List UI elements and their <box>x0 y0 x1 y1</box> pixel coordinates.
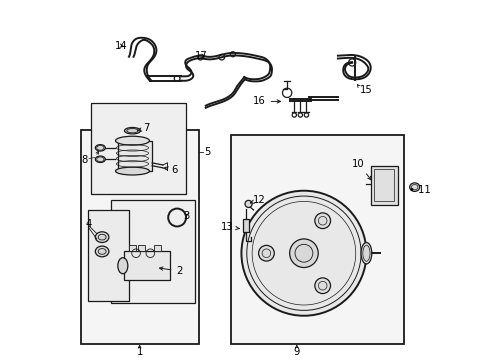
Bar <box>138 245 145 251</box>
Bar <box>231 135 404 344</box>
Text: 14: 14 <box>115 41 128 51</box>
Ellipse shape <box>96 145 105 151</box>
Circle shape <box>259 246 274 261</box>
Text: 6: 6 <box>165 165 177 175</box>
Text: 4: 4 <box>85 219 92 229</box>
Bar <box>118 141 152 171</box>
Bar <box>88 210 129 301</box>
Ellipse shape <box>410 183 419 192</box>
Text: 8: 8 <box>81 156 87 165</box>
Circle shape <box>245 201 252 207</box>
Ellipse shape <box>361 243 372 264</box>
Text: 2: 2 <box>160 266 183 276</box>
Text: 12: 12 <box>250 195 266 204</box>
Bar <box>374 169 394 202</box>
Text: 17: 17 <box>195 51 208 61</box>
Bar <box>92 103 186 194</box>
Ellipse shape <box>96 232 109 243</box>
Text: 7: 7 <box>138 123 149 133</box>
Circle shape <box>290 239 318 267</box>
Circle shape <box>315 213 331 229</box>
Text: 13: 13 <box>221 222 239 232</box>
Text: 1: 1 <box>136 347 143 357</box>
Circle shape <box>242 191 367 316</box>
Ellipse shape <box>124 127 141 134</box>
Text: 15: 15 <box>360 85 373 95</box>
Text: 10: 10 <box>352 159 371 180</box>
Bar <box>129 245 136 251</box>
Ellipse shape <box>116 136 149 145</box>
Text: 5: 5 <box>204 147 210 157</box>
Bar <box>123 251 170 280</box>
Ellipse shape <box>96 246 109 257</box>
Bar <box>154 245 161 251</box>
Bar <box>371 166 397 205</box>
Bar <box>111 200 195 303</box>
Bar <box>243 219 249 232</box>
Text: 9: 9 <box>294 347 300 357</box>
Text: • 11: • 11 <box>409 185 430 195</box>
Text: 16: 16 <box>253 96 280 107</box>
Bar <box>81 130 198 344</box>
Circle shape <box>315 278 331 293</box>
Ellipse shape <box>96 156 105 162</box>
Ellipse shape <box>118 258 128 274</box>
Ellipse shape <box>116 167 149 175</box>
Text: 3: 3 <box>183 211 190 221</box>
